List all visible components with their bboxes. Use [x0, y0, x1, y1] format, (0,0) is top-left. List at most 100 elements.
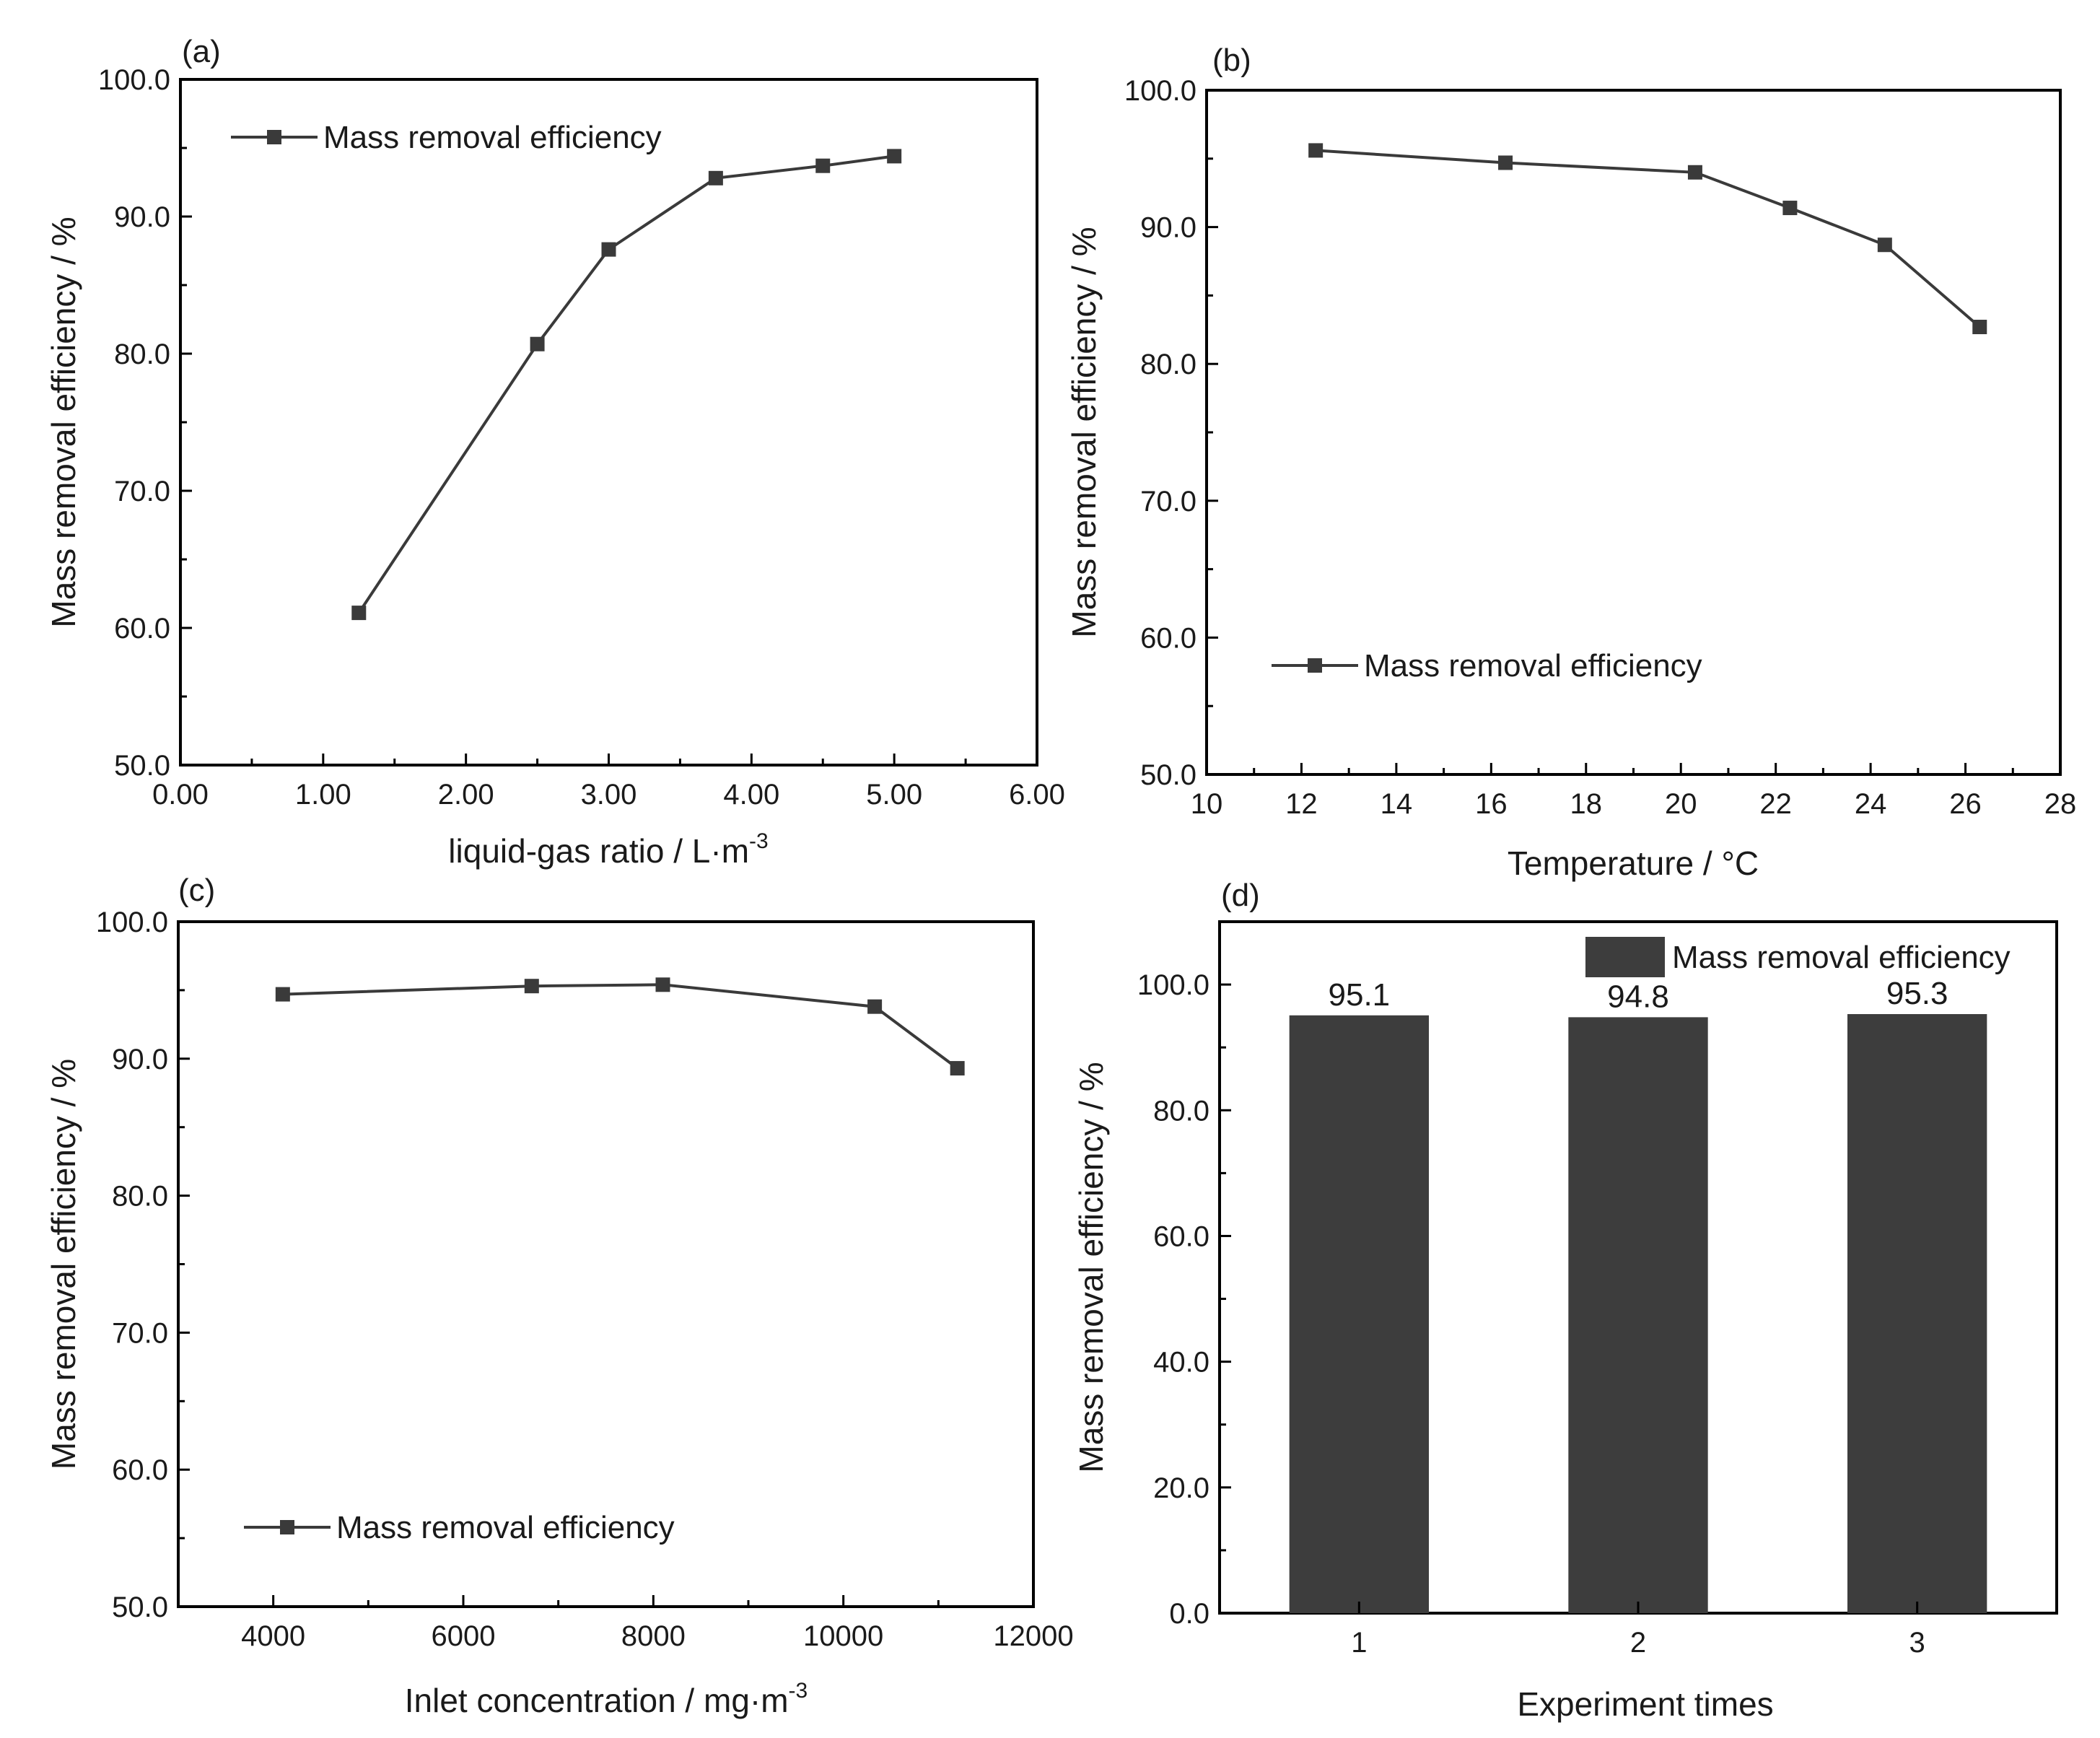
- legend-label: Mass removal efficiency: [323, 120, 662, 155]
- x-axis-label: liquid-gas ratio / L·m-3: [448, 829, 768, 870]
- bar-value-label: 95.1: [1329, 977, 1391, 1013]
- y-tick-label: 50.0: [112, 1591, 168, 1623]
- data-point: [1972, 320, 1987, 335]
- data-point: [1877, 237, 1892, 253]
- y-axis-label: Mass removal efficiency / %: [1072, 1062, 1110, 1472]
- data-point: [1687, 165, 1702, 180]
- legend-swatch: [1585, 937, 1665, 977]
- panel-label: (d): [1221, 878, 1260, 913]
- bar-value-label: 94.8: [1607, 979, 1669, 1014]
- series-line: [357, 154, 895, 614]
- x-tick-label: 6.00: [1009, 779, 1065, 811]
- x-tick-label: 14: [1381, 788, 1413, 820]
- x-tick-label: 4.00: [723, 779, 779, 811]
- x-tick-label: 6000: [432, 1620, 496, 1652]
- data-point: [950, 1061, 965, 1076]
- x-axis-label-text: Temperature / °C: [1508, 844, 1759, 882]
- y-tick-label: 90.0: [114, 201, 170, 233]
- legend-label: Mass removal efficiency: [1364, 648, 1702, 684]
- y-axis-label: Mass removal efficiency / %: [45, 217, 82, 627]
- x-axis-label: Temperature / °C: [1508, 844, 1759, 882]
- data-point: [1498, 155, 1513, 170]
- data-point: [1782, 201, 1798, 216]
- y-tick-label: 90.0: [1140, 212, 1196, 244]
- y-tick-label: 100.0: [1137, 969, 1209, 1001]
- plot-frame: [179, 78, 1038, 767]
- y-tick-label: 80.0: [1140, 349, 1196, 380]
- x-tick-label: 10000: [803, 1620, 883, 1652]
- x-tick-label: 5.00: [866, 779, 922, 811]
- y-tick-label: 40.0: [1153, 1347, 1209, 1379]
- x-tick-label: 10: [1191, 788, 1223, 820]
- x-tick-label: 26: [1949, 788, 1982, 820]
- y-tick-label: 60.0: [114, 613, 170, 645]
- y-tick-label: 70.0: [112, 1317, 168, 1349]
- bar: [1847, 1014, 1987, 1613]
- bar: [1568, 1017, 1708, 1613]
- y-tick-label: 80.0: [114, 339, 170, 370]
- y-axis-label: Mass removal efficiency / %: [45, 1059, 82, 1470]
- x-axis-label-superscript: -3: [749, 829, 769, 853]
- x-tick-label: 24: [1855, 788, 1887, 820]
- y-tick-label: 80.0: [112, 1181, 168, 1213]
- data-point: [708, 170, 723, 185]
- y-tick-label: 60.0: [1140, 622, 1196, 654]
- panel-label: (c): [178, 873, 215, 908]
- x-tick-label: 8000: [621, 1620, 686, 1652]
- bar: [1289, 1015, 1429, 1613]
- y-tick-label: 80.0: [1153, 1095, 1209, 1127]
- panel-label: (b): [1212, 43, 1251, 78]
- data-point: [601, 242, 616, 257]
- x-axis-label-text: liquid-gas ratio / L·m: [448, 832, 749, 870]
- data-point: [530, 336, 545, 351]
- x-tick-label: 3: [1909, 1627, 1925, 1659]
- x-tick-label: 16: [1475, 788, 1508, 820]
- y-tick-label: 60.0: [112, 1454, 168, 1486]
- x-axis-label: Inlet concentration / mg·m-3: [405, 1679, 808, 1719]
- x-tick-label: 18: [1570, 788, 1603, 820]
- data-point: [815, 158, 831, 173]
- y-tick-label: 60.0: [1153, 1220, 1209, 1252]
- y-tick-label: 100.0: [1124, 75, 1196, 107]
- chart-panel-3: 0.0 20.0 40.0 60.0 80.0 100.0 95.1 1 94.8 2 95.3 3 M…: [1072, 878, 2058, 1723]
- legend-marker: [267, 130, 281, 144]
- x-tick-label: 12000: [993, 1620, 1073, 1652]
- legend-marker: [280, 1520, 294, 1534]
- data-point: [524, 979, 539, 994]
- x-axis-label: Experiment times: [1517, 1685, 1773, 1723]
- y-tick-label: 90.0: [112, 1044, 168, 1075]
- x-tick-label: 4000: [241, 1620, 305, 1652]
- y-tick-label: 100.0: [98, 64, 170, 96]
- y-tick-label: 20.0: [1153, 1472, 1209, 1504]
- data-point: [275, 987, 290, 1002]
- y-axis-label: Mass removal efficiency / %: [1065, 227, 1103, 637]
- chart-panel-1: 50.0 60.0 70.0 80.0 90.0 100.0 10 12 14 16 18 20 22 2…: [1065, 43, 2076, 882]
- x-tick-label: 12: [1285, 788, 1318, 820]
- x-tick-label: 1.00: [295, 779, 351, 811]
- x-tick-label: 2: [1630, 1627, 1646, 1659]
- y-tick-label: 0.0: [1169, 1598, 1209, 1630]
- x-tick-label: 28: [2044, 788, 2077, 820]
- x-axis-label-superscript: -3: [789, 1679, 808, 1703]
- x-tick-label: 20: [1665, 788, 1697, 820]
- series-line: [282, 983, 958, 1070]
- legend-label: Mass removal efficiency: [1672, 940, 2011, 975]
- y-tick-label: 70.0: [1140, 486, 1196, 518]
- bar-value-label: 95.3: [1886, 976, 1948, 1011]
- panel-label: (a): [182, 34, 221, 69]
- x-tick-label: 2.00: [438, 779, 494, 811]
- data-point: [351, 606, 367, 621]
- x-tick-label: 0.00: [152, 779, 209, 811]
- data-point: [1308, 143, 1324, 158]
- chart-panel-2: 50.0 60.0 70.0 80.0 90.0 100.0 4000 6000 8000 100…: [45, 873, 1074, 1719]
- y-tick-label: 50.0: [114, 750, 170, 782]
- y-tick-label: 70.0: [114, 476, 170, 507]
- plot-frame: [177, 920, 1035, 1608]
- data-point: [887, 149, 902, 164]
- legend-label: Mass removal efficiency: [336, 1510, 675, 1545]
- data-point: [655, 977, 670, 992]
- series-line: [1316, 149, 1981, 328]
- data-point: [867, 999, 883, 1014]
- x-tick-label: 22: [1759, 788, 1792, 820]
